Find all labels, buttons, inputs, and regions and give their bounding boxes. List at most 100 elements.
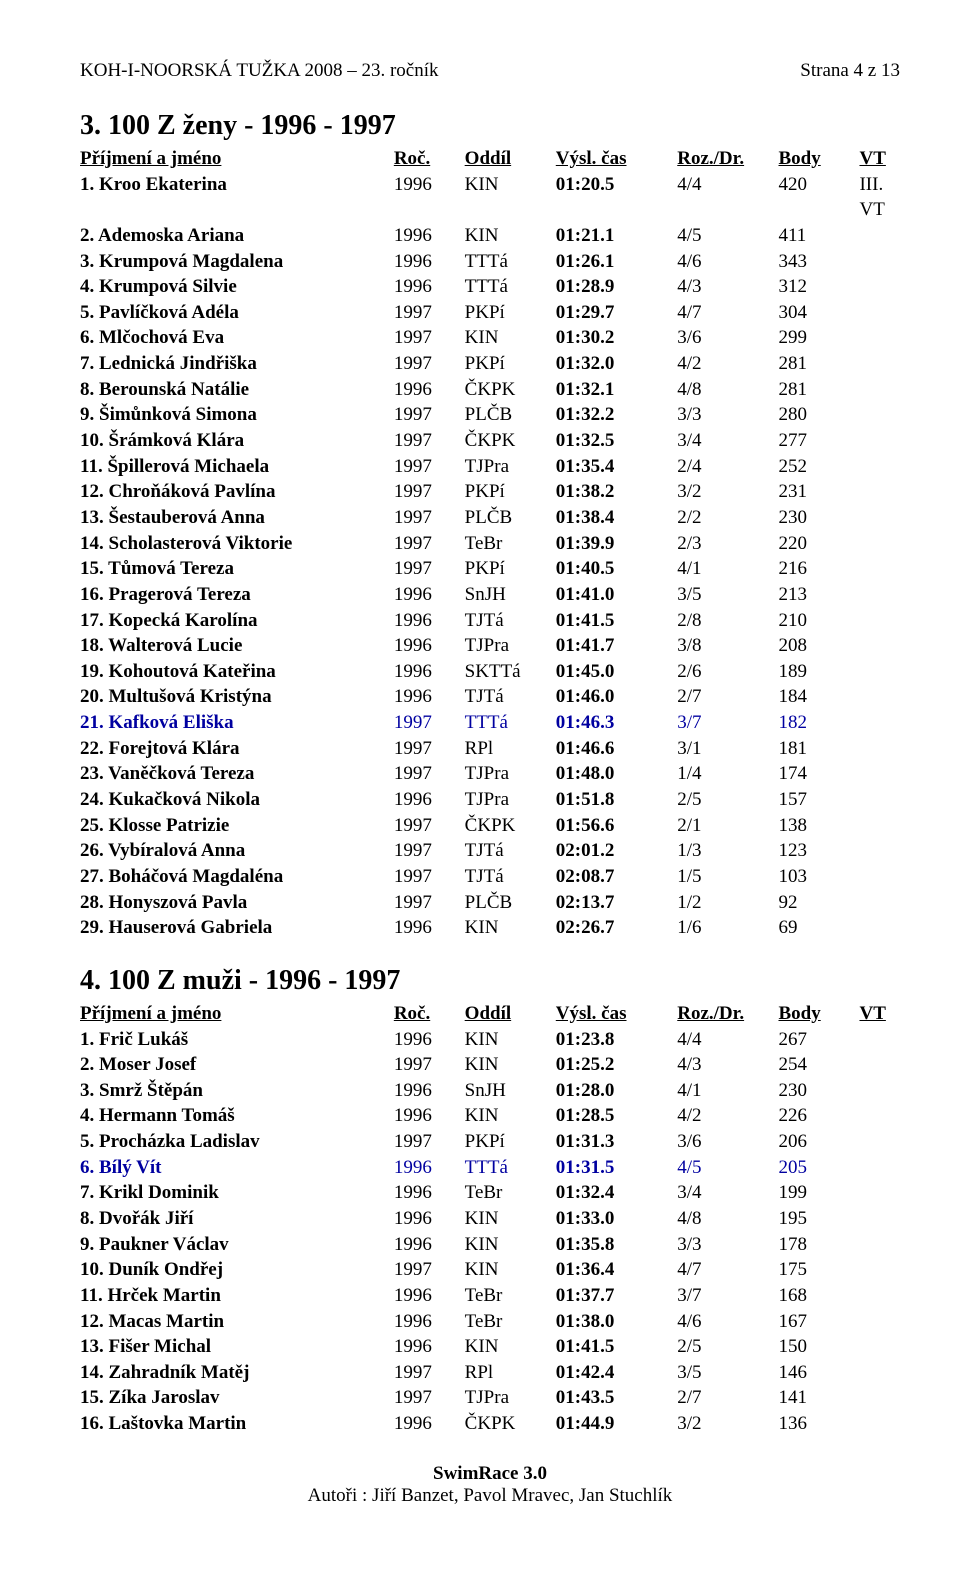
th-body: Body	[778, 1001, 859, 1027]
cell-vt	[859, 684, 900, 710]
table-row: 29. Hauserová Gabriela1996KIN02:26.71/66…	[80, 915, 900, 941]
cell-cas: 01:41.7	[556, 633, 677, 659]
cell-cas: 01:37.7	[556, 1283, 677, 1309]
cell-roz: 2/2	[677, 505, 778, 531]
cell-cas: 02:01.2	[556, 838, 677, 864]
cell-cas: 01:26.1	[556, 249, 677, 275]
cell-body: 92	[778, 890, 859, 916]
cell-body: 178	[778, 1232, 859, 1258]
cell-roc: 1997	[394, 890, 465, 916]
cell-vt	[859, 1309, 900, 1335]
cell-name: 2. Moser Josef	[80, 1052, 394, 1078]
cell-roc: 1996	[394, 1103, 465, 1129]
cell-vt	[859, 1334, 900, 1360]
table-row: 25. Klosse Patrizie1997ČKPK01:56.62/1138	[80, 813, 900, 839]
cell-body: 157	[778, 787, 859, 813]
cell-roc: 1997	[394, 454, 465, 480]
cell-oddil: TJPra	[465, 761, 556, 787]
table-row: 10. Šrámková Klára1997ČKPK01:32.53/4277	[80, 428, 900, 454]
cell-body: 103	[778, 864, 859, 890]
cell-cas: 01:39.9	[556, 531, 677, 557]
cell-name: 7. Krikl Dominik	[80, 1180, 394, 1206]
table-row: 26. Vybíralová Anna1997TJTá02:01.21/3123	[80, 838, 900, 864]
cell-body: 141	[778, 1385, 859, 1411]
cell-roz: 2/4	[677, 454, 778, 480]
table-row: 3. Smrž Štěpán1996SnJH01:28.04/1230	[80, 1078, 900, 1104]
cell-body: 277	[778, 428, 859, 454]
cell-vt	[859, 1103, 900, 1129]
cell-body: 343	[778, 249, 859, 275]
cell-cas: 01:43.5	[556, 1385, 677, 1411]
cell-roz: 3/7	[677, 710, 778, 736]
cell-vt	[859, 1155, 900, 1181]
cell-vt	[859, 402, 900, 428]
th-vt: VT	[859, 146, 900, 172]
cell-cas: 01:48.0	[556, 761, 677, 787]
th-body: Body	[778, 146, 859, 172]
cell-name: 26. Vybíralová Anna	[80, 838, 394, 864]
cell-roc: 1996	[394, 1232, 465, 1258]
cell-cas: 01:25.2	[556, 1052, 677, 1078]
cell-cas: 01:46.0	[556, 684, 677, 710]
cell-name: 15. Tůmová Tereza	[80, 556, 394, 582]
table-row: 7. Krikl Dominik1996TeBr01:32.43/4199	[80, 1180, 900, 1206]
cell-oddil: KIN	[465, 1257, 556, 1283]
cell-body: 299	[778, 325, 859, 351]
cell-roc: 1997	[394, 1052, 465, 1078]
cell-name: 19. Kohoutová Kateřina	[80, 659, 394, 685]
th-roz: Roz./Dr.	[677, 1001, 778, 1027]
table-row: 20. Multušová Kristýna1996TJTá01:46.02/7…	[80, 684, 900, 710]
cell-name: 27. Boháčová Magdaléna	[80, 864, 394, 890]
cell-roz: 2/3	[677, 531, 778, 557]
cell-vt	[859, 300, 900, 326]
cell-cas: 01:38.4	[556, 505, 677, 531]
cell-name: 22. Forejtová Klára	[80, 736, 394, 762]
cell-cas: 01:32.0	[556, 351, 677, 377]
cell-cas: 01:56.6	[556, 813, 677, 839]
th-oddil: Oddíl	[465, 1001, 556, 1027]
cell-oddil: KIN	[465, 325, 556, 351]
cell-roc: 1996	[394, 787, 465, 813]
table-row: 27. Boháčová Magdaléna1997TJTá02:08.71/5…	[80, 864, 900, 890]
cell-roz: 3/4	[677, 1180, 778, 1206]
cell-name: 12. Chroňáková Pavlína	[80, 479, 394, 505]
cell-roz: 4/5	[677, 1155, 778, 1181]
cell-vt	[859, 351, 900, 377]
table-header-row: Příjmení a jméno Roč. Oddíl Výsl. čas Ro…	[80, 146, 900, 172]
cell-vt	[859, 556, 900, 582]
cell-cas: 01:33.0	[556, 1206, 677, 1232]
cell-oddil: KIN	[465, 223, 556, 249]
cell-vt	[859, 1232, 900, 1258]
cell-body: 226	[778, 1103, 859, 1129]
cell-name: 13. Fišer Michal	[80, 1334, 394, 1360]
cell-body: 252	[778, 454, 859, 480]
footer-subtitle: Autoři : Jiří Banzet, Pavol Mravec, Jan …	[80, 1485, 900, 1507]
cell-body: 304	[778, 300, 859, 326]
cell-oddil: TTTá	[465, 274, 556, 300]
table-row: 14. Zahradník Matěj1997RPl01:42.43/5146	[80, 1360, 900, 1386]
cell-name: 14. Scholasterová Viktorie	[80, 531, 394, 557]
cell-cas: 01:41.5	[556, 608, 677, 634]
cell-roz: 2/5	[677, 1334, 778, 1360]
cell-cas: 01:46.6	[556, 736, 677, 762]
cell-cas: 01:35.8	[556, 1232, 677, 1258]
cell-roz: 3/5	[677, 582, 778, 608]
cell-body: 199	[778, 1180, 859, 1206]
cell-roz: 1/4	[677, 761, 778, 787]
cell-name: 24. Kukačková Nikola	[80, 787, 394, 813]
cell-body: 69	[778, 915, 859, 941]
cell-oddil: PKPí	[465, 351, 556, 377]
cell-vt	[859, 1206, 900, 1232]
cell-oddil: PKPí	[465, 1129, 556, 1155]
cell-name: 23. Vaněčková Tereza	[80, 761, 394, 787]
cell-name: 29. Hauserová Gabriela	[80, 915, 394, 941]
cell-cas: 02:13.7	[556, 890, 677, 916]
cell-roc: 1996	[394, 684, 465, 710]
table-row: 2. Moser Josef1997KIN01:25.24/3254	[80, 1052, 900, 1078]
cell-oddil: ČKPK	[465, 1411, 556, 1437]
cell-roc: 1997	[394, 838, 465, 864]
cell-body: 210	[778, 608, 859, 634]
cell-roc: 1997	[394, 1360, 465, 1386]
cell-oddil: KIN	[465, 1103, 556, 1129]
cell-body: 189	[778, 659, 859, 685]
